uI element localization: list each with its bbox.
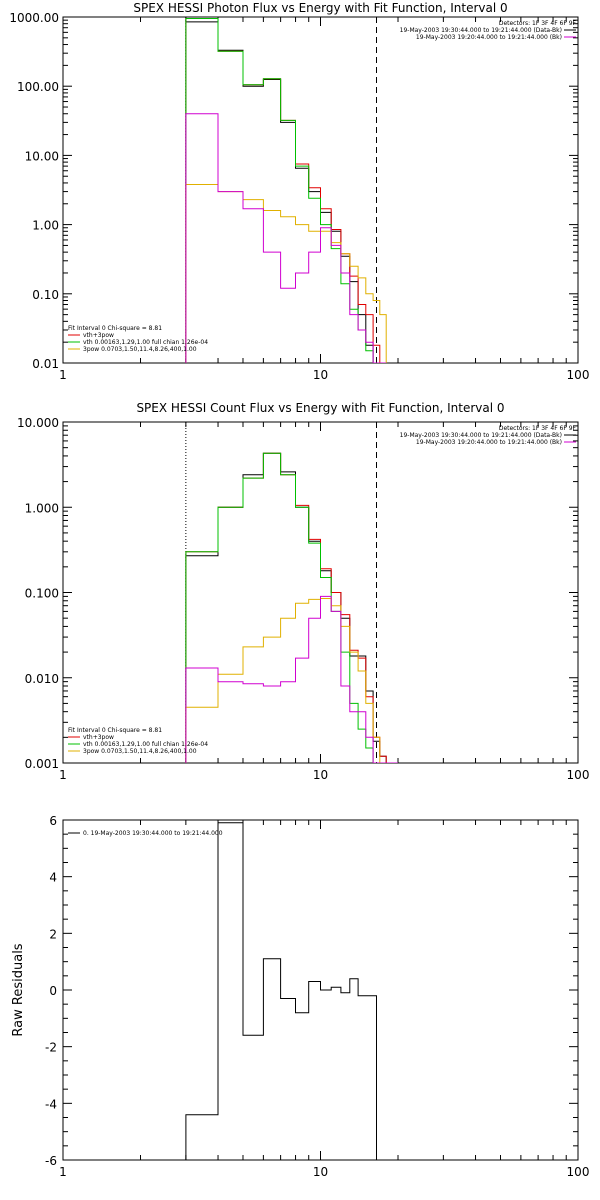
legend-entry: 19-May-2003 19:20:44.000 to 19:21:44.000… (416, 439, 562, 446)
y-tick-label: 2 (49, 927, 57, 941)
y-tick-label: 6 (49, 814, 57, 828)
y-tick-label: 0.10 (32, 288, 59, 302)
y-tick-label: 100.00 (17, 80, 59, 94)
legend-entry: Fit Interval 0 Chi-square = 8.81 (68, 727, 162, 734)
series-line (185, 113, 387, 363)
x-tick-label: 10 (313, 368, 328, 382)
y-tick-label: 0 (49, 984, 57, 998)
count-flux-panel: SPEX HESSI Count Flux vs Energy with Fit… (17, 401, 589, 782)
x-tick-label: 1 (59, 1165, 67, 1179)
series-line (185, 21, 387, 363)
legend-entry: vth 0.00163,1.29,1.00 full chian 1.26e-0… (83, 339, 208, 346)
x-tick-label: 1 (59, 768, 67, 782)
legend-entry: 19-May-2003 19:20:44.000 to 19:21:44.000… (416, 34, 562, 41)
legend-entry: Detectors: 1F 3F 4F 6F 9F (499, 425, 577, 432)
y-axis-label: Raw Residuals (11, 943, 26, 1036)
series-line (185, 822, 377, 1160)
y-tick-label: 1000.00 (9, 11, 59, 25)
legend-entry: vth+3pow (83, 734, 114, 741)
y-tick-label: 0.100 (25, 587, 59, 601)
y-tick-label: -6 (45, 1154, 57, 1168)
x-tick-label: 100 (567, 768, 590, 782)
x-tick-label: 1 (59, 368, 67, 382)
plot-frame (62, 421, 579, 764)
y-tick-label: 1.00 (32, 219, 59, 233)
x-tick-label: 100 (567, 1165, 590, 1179)
x-tick-label: 100 (567, 368, 590, 382)
legend-entry: 3pow 0.0703,1.50,11.4,8.26,400,1.00 (83, 748, 197, 755)
y-tick-label: 0.010 (25, 672, 59, 686)
x-tick-label: 10 (313, 768, 328, 782)
y-tick-label: 4 (49, 871, 57, 885)
legend-entry: 0. 19-May-2003 19:30:44.000 to 19:21:44.… (83, 830, 223, 837)
chart-title: SPEX HESSI Count Flux vs Energy with Fit… (136, 401, 504, 415)
series-line (185, 18, 387, 363)
y-tick-label: 1.000 (25, 501, 59, 515)
legend-entry: 19-May-2003 19:30:44.000 to 19:21:44.000… (400, 27, 562, 34)
y-tick-label: 0.01 (32, 357, 59, 371)
y-tick-label: -2 (45, 1041, 57, 1055)
y-tick-label: 0.001 (25, 757, 59, 771)
x-tick-label: 10 (313, 1165, 328, 1179)
legend-entry: vth+3pow (83, 332, 114, 339)
legend-entry: 19-May-2003 19:30:44.000 to 19:21:44.000… (400, 432, 562, 439)
series-line (185, 452, 398, 763)
series-line (185, 595, 398, 763)
chart-title: SPEX HESSI Photon Flux vs Energy with Fi… (133, 1, 507, 15)
y-tick-label: -4 (45, 1097, 57, 1111)
legend-entry: 3pow 0.0703,1.50,11.4,8.26,400,1.00 (83, 346, 197, 353)
residuals-panel: Raw Residuals 1 10 100 6 4 2 0 -2 -4 -6 0. 19-May-2… (11, 814, 589, 1179)
y-tick-label: 10.000 (17, 416, 59, 430)
legend-entry: vth 0.00163,1.29,1.00 full chian 1.26e-0… (83, 741, 208, 748)
legend-entry: Fit Interval 0 Chi-square = 8.81 (68, 325, 162, 332)
legend-entry: Detectors: 1F 3F 4F 6F 9F (499, 20, 577, 27)
y-tick-label: 10.00 (25, 149, 59, 163)
photon-flux-panel: SPEX HESSI Photon Flux vs Energy with Fi… (9, 1, 589, 382)
series-line (185, 184, 387, 363)
series-line (185, 18, 387, 363)
